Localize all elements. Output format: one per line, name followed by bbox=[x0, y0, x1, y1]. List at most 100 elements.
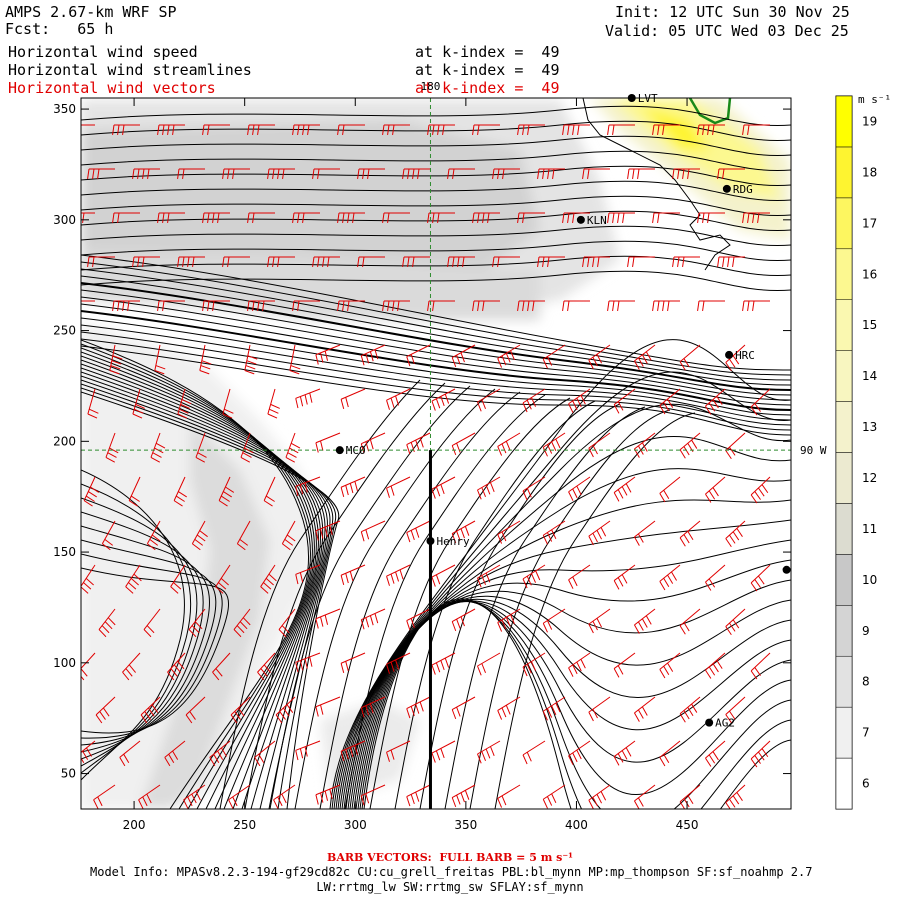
wind-barb-flag bbox=[542, 711, 548, 721]
wind-barb-flag bbox=[82, 750, 89, 760]
wind-barb bbox=[451, 608, 476, 622]
colorbar-label: 12 bbox=[862, 471, 877, 485]
wind-barb-flag bbox=[270, 403, 280, 409]
wind-barb-flag bbox=[510, 350, 515, 361]
wind-barb-flag bbox=[365, 793, 370, 804]
station-label: HRC bbox=[735, 349, 755, 362]
wind-barb-flag bbox=[537, 256, 540, 267]
wind-barb-flag bbox=[382, 212, 385, 223]
wind-barb-flag bbox=[729, 710, 736, 720]
wind-barb-flag bbox=[572, 576, 578, 587]
wind-barb-flag bbox=[360, 707, 365, 718]
wind-barb bbox=[588, 696, 611, 713]
wind-barb bbox=[228, 784, 251, 801]
wind-barb-flag bbox=[244, 447, 254, 454]
wind-barb-flag bbox=[667, 574, 674, 584]
wind-barb bbox=[588, 520, 611, 537]
streamline bbox=[81, 363, 321, 809]
wind-barb-flag bbox=[295, 750, 299, 761]
wind-barb-flag bbox=[757, 487, 765, 497]
streamline bbox=[81, 282, 791, 391]
wind-barb-flag bbox=[551, 705, 557, 716]
x-tick-label: 400 bbox=[565, 818, 588, 832]
wind-barb-flag bbox=[456, 618, 461, 629]
wind-barb-flag bbox=[679, 449, 686, 459]
wind-barb bbox=[613, 652, 636, 669]
wind-barb-flag bbox=[342, 300, 345, 311]
wind-barb-flag bbox=[440, 484, 445, 495]
wind-barb-flag bbox=[357, 256, 360, 267]
wind-barb-flag bbox=[705, 669, 712, 679]
wind-barb bbox=[295, 652, 321, 663]
wind-barb-flag bbox=[464, 790, 470, 800]
wind-barb-flag bbox=[712, 399, 719, 409]
streamline bbox=[444, 406, 646, 809]
wind-barb-flag bbox=[757, 212, 760, 223]
wind-barb-flag bbox=[340, 751, 345, 762]
wind-barb-flag bbox=[497, 256, 500, 267]
wind-barb-flag bbox=[347, 300, 350, 311]
wind-barb-flag bbox=[546, 444, 553, 454]
wind-barb-flag bbox=[374, 613, 379, 624]
wind-barb-flag bbox=[505, 441, 511, 451]
wind-barb-flag bbox=[637, 709, 644, 719]
wind-barb-flag bbox=[412, 256, 415, 267]
wind-barb-flag bbox=[435, 398, 441, 409]
wind-barb-flag bbox=[440, 748, 445, 759]
wind-barb-flag bbox=[729, 622, 736, 632]
streamline bbox=[81, 525, 210, 753]
wind-barb-flag bbox=[215, 668, 223, 677]
wind-barb-flag bbox=[572, 212, 575, 223]
wind-barb-flag bbox=[242, 452, 252, 458]
wind-barb-flag bbox=[490, 746, 495, 756]
wind-barb-flag bbox=[369, 439, 374, 450]
wind-barb-flag bbox=[322, 256, 325, 267]
wind-barb-flag bbox=[447, 168, 450, 179]
forecast-hour: Fcst: 65 h bbox=[5, 20, 114, 38]
wind-barb-flag bbox=[432, 300, 435, 311]
station-marker bbox=[722, 184, 731, 193]
wind-barb-flag bbox=[212, 300, 215, 311]
wind-barb-flag bbox=[632, 168, 635, 179]
streamline bbox=[81, 289, 791, 396]
wind-barb-flag bbox=[702, 212, 705, 223]
wind-barb bbox=[98, 608, 116, 630]
wind-barb-flag bbox=[282, 707, 290, 717]
wind-barb-flag bbox=[68, 125, 69, 135]
wind-barb-flag bbox=[437, 212, 440, 223]
wind-barb-flag bbox=[177, 256, 180, 267]
wind-barb-flag bbox=[754, 491, 761, 500]
wind-barb-flag bbox=[568, 667, 574, 677]
wind-barb-flag bbox=[687, 795, 694, 805]
wind-barb-flag bbox=[406, 620, 411, 631]
colorbar-label: 15 bbox=[862, 318, 877, 332]
wind-barb-flag bbox=[691, 439, 698, 449]
wind-barb-flag bbox=[410, 530, 415, 541]
wind-barb-flag bbox=[168, 753, 175, 764]
wind-barb-flag bbox=[392, 124, 395, 135]
streamline bbox=[345, 559, 791, 809]
wind-barb-flag bbox=[517, 212, 520, 223]
wind-barb-flag bbox=[742, 300, 745, 311]
wind-barb bbox=[705, 740, 726, 759]
wind-barb-flag bbox=[236, 625, 245, 634]
wind-barb-flag bbox=[431, 664, 436, 675]
wind-barb-flag bbox=[497, 622, 503, 632]
wind-barb-flag bbox=[481, 575, 486, 585]
wind-barb-flag bbox=[531, 573, 537, 583]
colorbar-label: 16 bbox=[862, 267, 877, 281]
wind-barb-flag bbox=[223, 491, 232, 498]
wind-barb-flag bbox=[101, 625, 110, 634]
wind-barb-flag bbox=[357, 168, 360, 179]
wind-barb-flag bbox=[281, 793, 287, 804]
station-label: KLN bbox=[587, 214, 607, 227]
wind-barb-flag bbox=[627, 256, 630, 267]
streamline bbox=[81, 351, 315, 809]
wind-barb-flag bbox=[181, 399, 192, 405]
wind-barb-flag bbox=[729, 798, 736, 808]
wind-barb-flag bbox=[217, 750, 224, 760]
wind-barb-flag bbox=[149, 538, 159, 546]
wind-barb-flag bbox=[83, 582, 92, 590]
wind-barb bbox=[431, 476, 456, 490]
wind-barb bbox=[236, 520, 251, 544]
